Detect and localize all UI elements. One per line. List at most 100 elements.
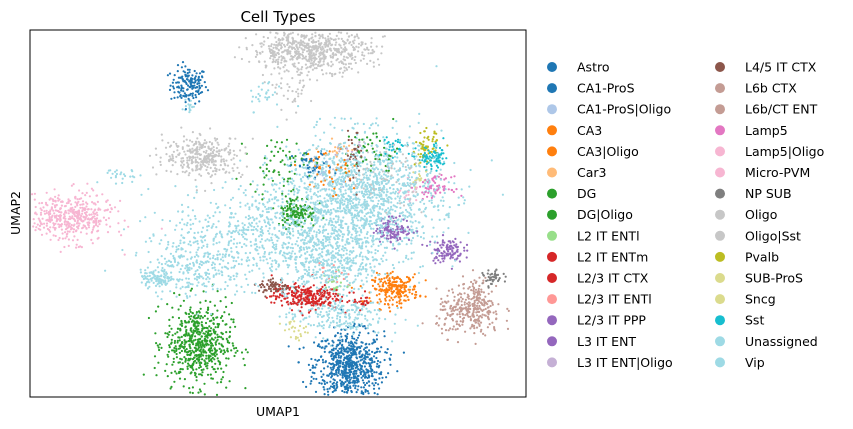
- point-vip: [264, 96, 267, 99]
- point-unassigned: [327, 244, 330, 247]
- point-oligo: [297, 92, 300, 95]
- point-dg: [193, 351, 196, 354]
- point-unassigned: [262, 272, 265, 275]
- point-lamp5-oligo: [72, 224, 75, 227]
- point-l2-it-entm: [286, 292, 289, 295]
- point-unassigned: [352, 257, 355, 260]
- point-unassigned: [437, 204, 440, 207]
- point-oligo: [320, 69, 324, 72]
- point-l6b-ctx: [476, 302, 479, 305]
- point-lamp5-oligo: [123, 219, 126, 222]
- point-sst: [427, 149, 430, 152]
- point-unassigned: [402, 163, 405, 166]
- point-oligo: [317, 39, 320, 43]
- point-oligo: [226, 164, 230, 167]
- point-dg: [214, 343, 217, 346]
- point-unassigned: [175, 295, 178, 298]
- point-unassigned: [362, 265, 365, 269]
- point-lamp5-oligo: [95, 211, 98, 214]
- point-unassigned: [374, 173, 377, 176]
- point-sst: [441, 149, 444, 152]
- point-lamp5-oligo: [33, 198, 36, 201]
- point-oligo: [228, 171, 231, 174]
- point-oligo-sst: [391, 162, 394, 165]
- point-l2-3-it-ppp: [405, 233, 408, 236]
- point-unassigned: [336, 237, 339, 240]
- point-dg: [236, 349, 239, 352]
- point-oligo: [325, 72, 328, 75]
- point-oligo: [300, 92, 303, 95]
- point-unassigned: [328, 310, 331, 313]
- point-unassigned: [298, 173, 301, 176]
- point-dg: [157, 305, 160, 308]
- point-lamp5-oligo: [90, 208, 93, 211]
- point-unassigned: [409, 285, 412, 288]
- point-lamp5-oligo: [42, 206, 45, 209]
- point-lamp5-oligo: [40, 233, 44, 236]
- point-l3-it-ent: [449, 253, 452, 256]
- point-astro: [330, 374, 334, 378]
- point-unassigned: [270, 236, 273, 239]
- point-oligo: [276, 44, 279, 47]
- point-unassigned: [350, 187, 353, 191]
- point-unassigned: [341, 148, 344, 151]
- point-unassigned: [435, 235, 439, 238]
- point-oligo: [280, 77, 283, 80]
- point-oligo: [305, 67, 308, 70]
- point-l4-5-it-ctx: [350, 138, 353, 142]
- point-oligo: [278, 41, 281, 44]
- point-dg: [201, 316, 204, 319]
- point-astro: [355, 339, 358, 342]
- point-unassigned: [350, 222, 353, 225]
- point-oligo: [355, 45, 358, 48]
- point-unassigned: [240, 258, 243, 261]
- point-l2-3-it-entl: [335, 270, 338, 273]
- point-astro: [355, 357, 359, 360]
- point-unassigned: [353, 318, 356, 321]
- point-l2-3-it-ppp: [407, 232, 410, 235]
- point-l2-it-entm: [329, 295, 332, 298]
- point-unassigned: [229, 278, 232, 281]
- point-unassigned: [356, 122, 359, 125]
- point-vip: [265, 92, 268, 95]
- point-ca3-oligo: [349, 177, 352, 180]
- point-unassigned: [405, 184, 408, 188]
- point-unassigned: [314, 134, 317, 137]
- point-unassigned: [292, 179, 295, 182]
- point-l3-it-ent: [450, 267, 453, 270]
- point-unassigned: [411, 182, 415, 185]
- point-unassigned: [244, 216, 247, 219]
- point-oligo: [274, 86, 277, 89]
- point-l2-it-entm: [287, 303, 290, 306]
- point-oligo: [310, 64, 313, 67]
- point-dg: [212, 368, 215, 371]
- point-ca3: [361, 300, 364, 303]
- point-unassigned: [167, 243, 170, 246]
- point-lamp5-oligo: [42, 226, 46, 229]
- point-l6b-ctx: [463, 303, 466, 306]
- point-unassigned: [369, 301, 372, 304]
- point-unassigned: [387, 175, 390, 178]
- point-l2-it-entm: [302, 285, 305, 288]
- point-astro: [356, 388, 359, 391]
- point-unassigned: [374, 252, 377, 255]
- point-l6b-ctx: [439, 303, 442, 306]
- point-unassigned: [333, 266, 337, 269]
- point-astro: [297, 361, 300, 364]
- point-unassigned: [287, 266, 290, 269]
- point-oligo: [325, 39, 328, 42]
- point-micro-pvm: [399, 189, 402, 192]
- point-unassigned: [422, 231, 425, 235]
- point-l2-3-it-ctx: [360, 297, 363, 300]
- point-unassigned: [242, 191, 245, 194]
- point-dg-oligo: [346, 164, 349, 167]
- point-l2-it-entm: [292, 298, 295, 301]
- point-unassigned: [297, 236, 300, 239]
- point-oligo: [214, 164, 217, 167]
- point-unassigned: [200, 275, 203, 278]
- point-unassigned: [196, 240, 199, 243]
- point-dg: [192, 339, 195, 342]
- point-l6b-ctx: [492, 311, 495, 314]
- point-unassigned: [402, 260, 405, 263]
- point-unassigned: [259, 213, 262, 216]
